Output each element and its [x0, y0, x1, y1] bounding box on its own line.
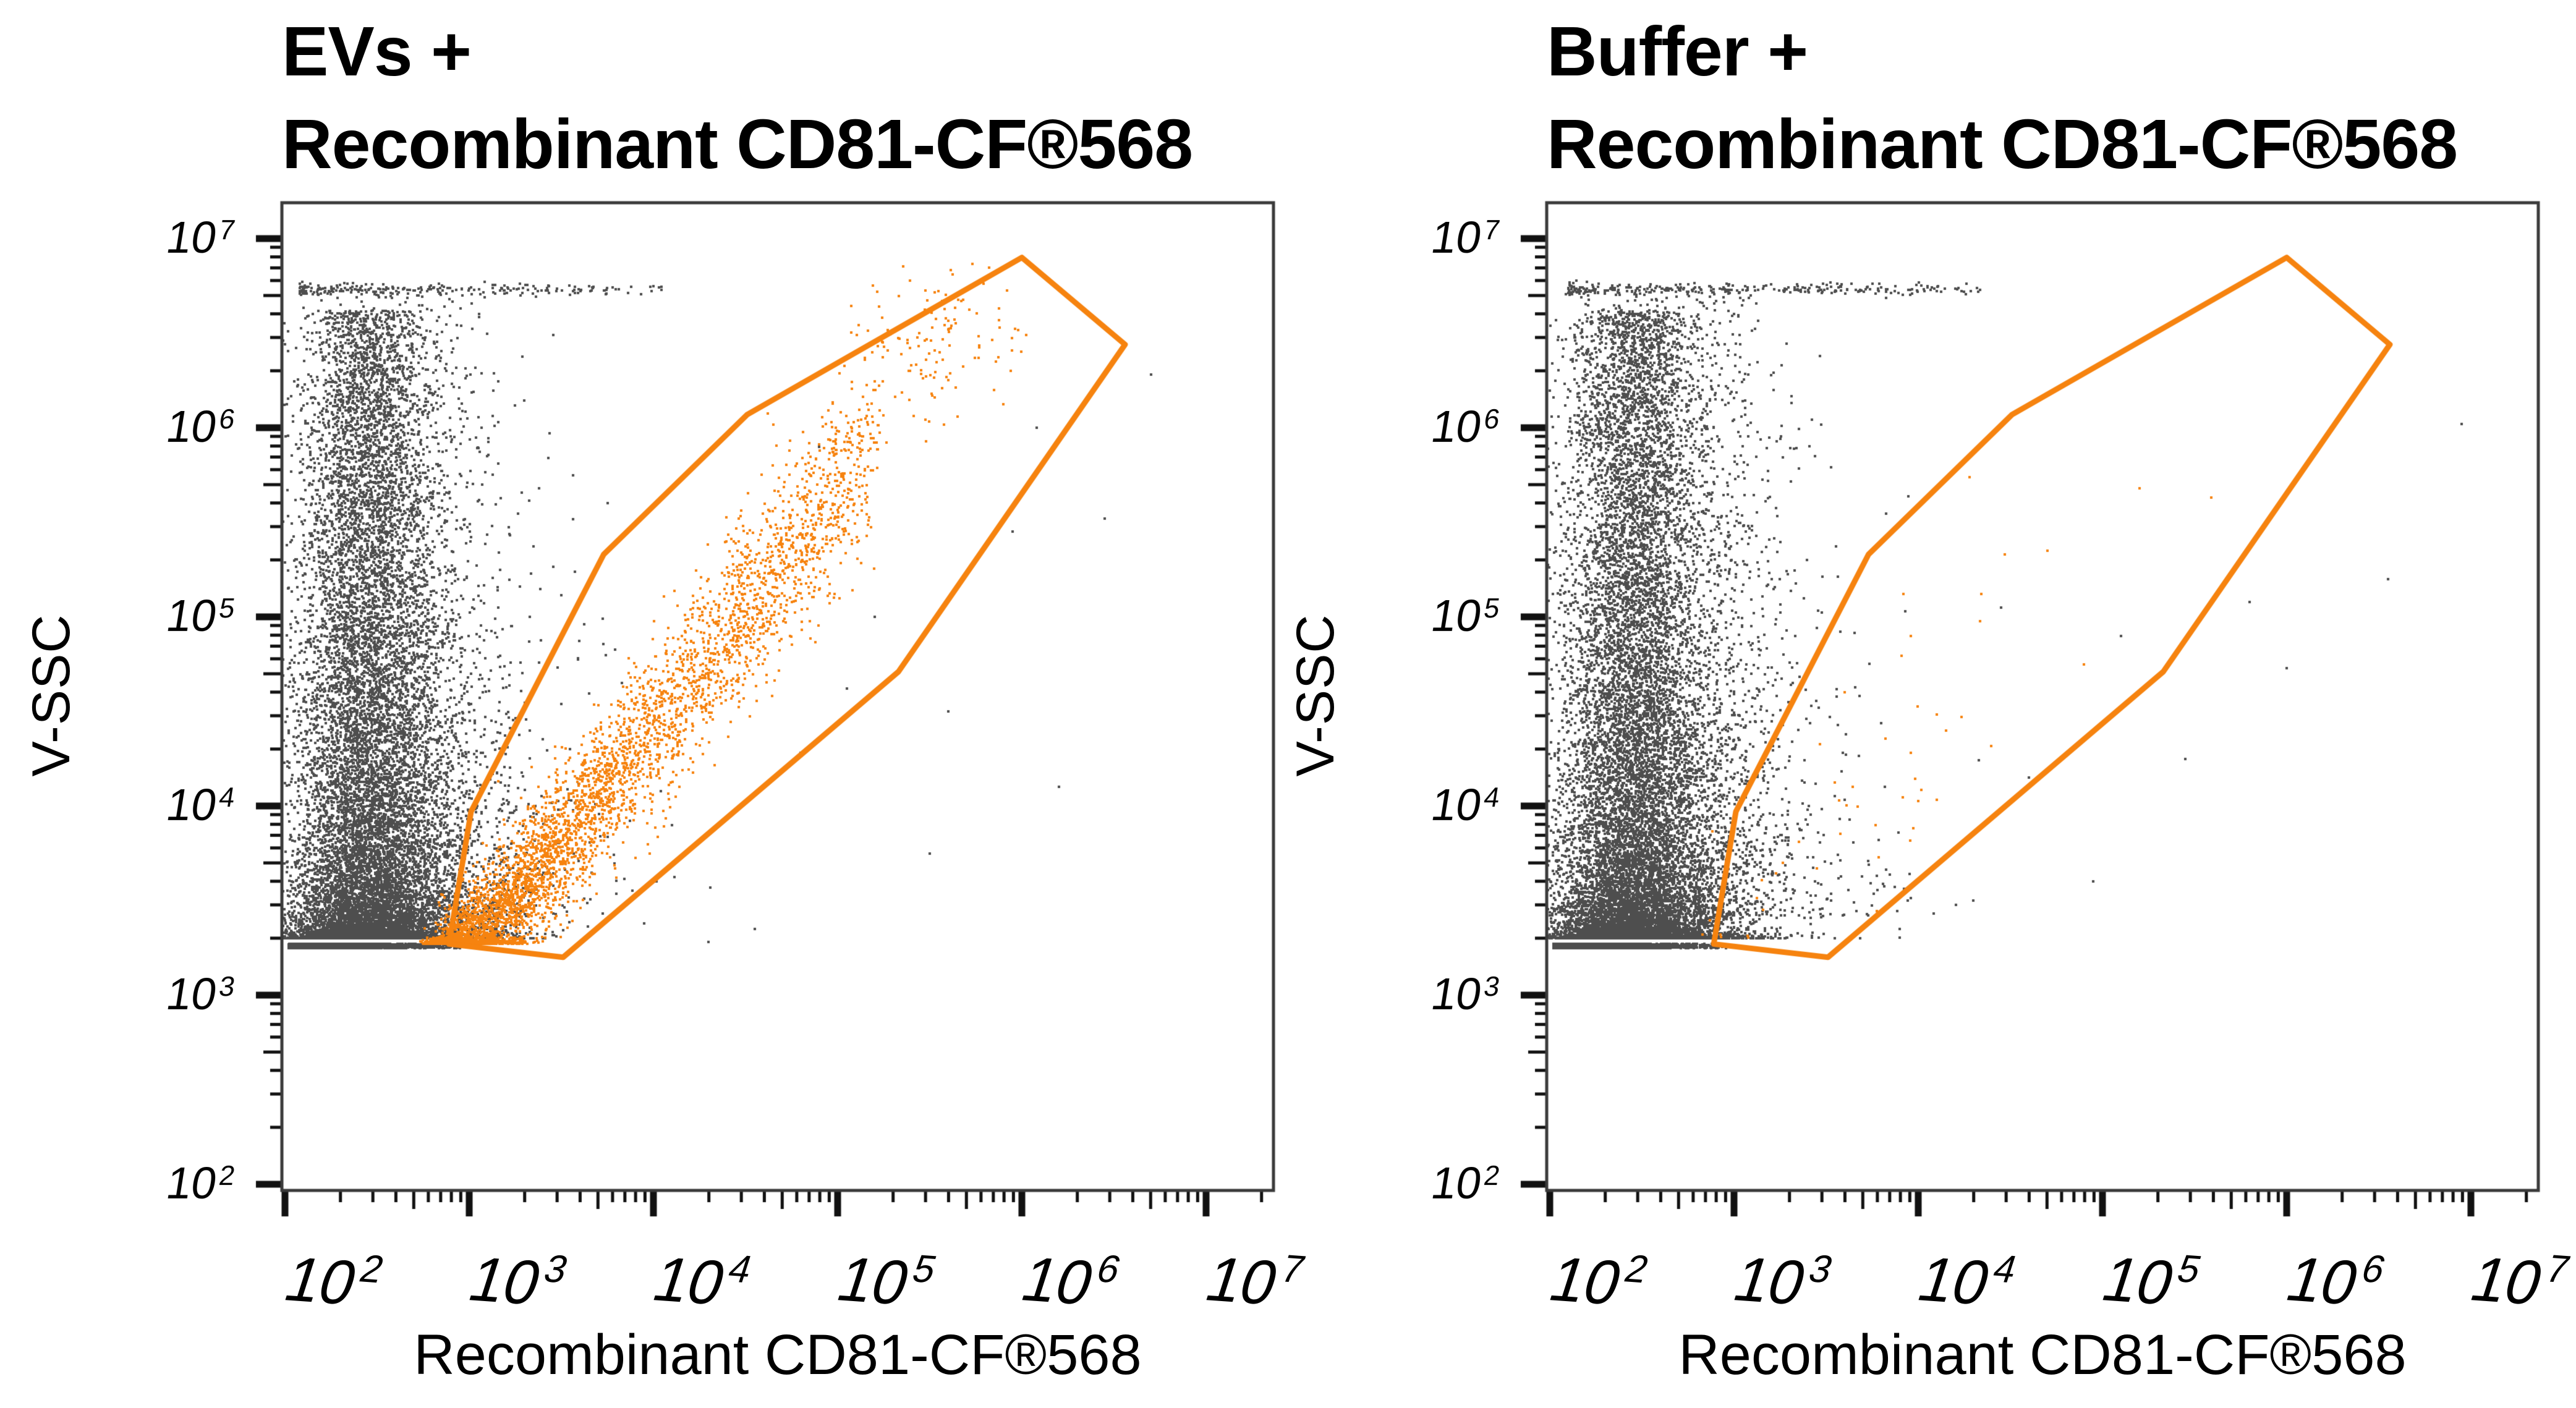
y-tick-label: 10 7 — [163, 213, 237, 263]
plot-title-buffer-line2: Recombinant CD81-CF®568 — [1547, 105, 2458, 183]
y-tick-label: 10 6 — [1427, 402, 1502, 452]
plot-title-evs-line2: Recombinant CD81-CF®568 — [282, 105, 1193, 183]
plot-title-evs: EVs + Recombinant CD81-CF®568 — [282, 5, 1193, 190]
x-axis-label-right: Recombinant CD81-CF®568 — [1678, 1323, 2407, 1386]
y-tick-label: 10 3 — [163, 970, 237, 1019]
y-tick-label: 10 4 — [163, 781, 237, 830]
y-axis-label-left: V-SSC — [21, 614, 81, 777]
y-tick-label: 10 2 — [1427, 1159, 1502, 1208]
y-tick-label: 10 7 — [1427, 213, 1502, 263]
y-tick-label: 10 4 — [1427, 781, 1502, 830]
y-axis-label-right: V-SSC — [1285, 614, 1345, 777]
y-tick-label: 10 2 — [163, 1159, 237, 1208]
y-tick-label: 10 3 — [1427, 970, 1502, 1019]
y-tick-label: 10 5 — [1427, 592, 1502, 641]
x-axis-label-left: Recombinant CD81-CF®568 — [414, 1323, 1142, 1386]
plot-title-buffer-line1: Buffer + — [1547, 12, 1808, 90]
plot-title-evs-line1: EVs + — [282, 12, 472, 90]
y-tick-label: 10 6 — [163, 402, 237, 452]
plot-title-buffer: Buffer + Recombinant CD81-CF®568 — [1547, 5, 2458, 190]
y-tick-label: 10 5 — [163, 592, 237, 641]
